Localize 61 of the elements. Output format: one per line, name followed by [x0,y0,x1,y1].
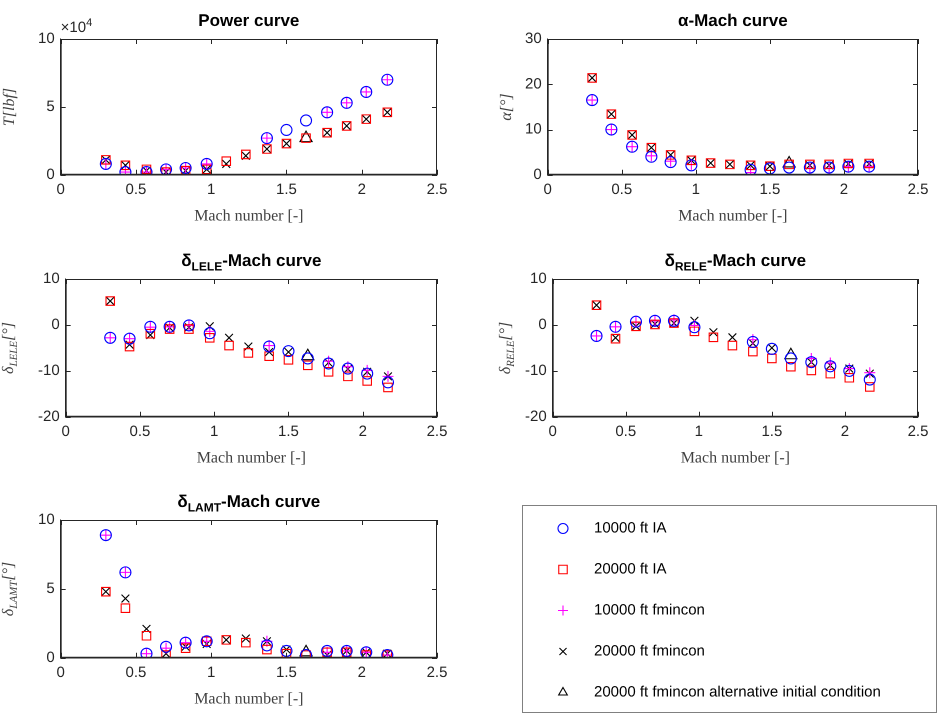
x-tick-label: 1.5 [276,180,297,198]
y-tick-label: 0 [51,316,60,334]
x-tick-label: 1.5 [278,422,299,440]
x-axis-title: Mach number [-] [678,208,788,225]
x-tick-label: 2.5 [426,180,448,198]
y-tick-label: 10 [42,270,60,288]
y-tick-label: 20 [524,75,542,92]
chart-title: α-Mach curve [678,11,788,31]
y-tick-label: 0 [533,166,542,183]
x-axis-title: Mach number [-] [196,450,306,467]
y-tick-label: -20 [524,408,547,425]
x-tick-label: 0.5 [611,180,632,198]
legend-label: 10000 ft IA [594,520,667,537]
y-tick-label: -10 [524,362,547,380]
y-tick-label: 10 [524,120,542,138]
x-tick-label: 1 [694,422,703,440]
chart-title: δ$_{LAMT}$-Mach curve [177,492,320,514]
x-tick-label: 2 [840,180,848,198]
y-tick-label: 5 [46,580,55,598]
y-tick-label: -10 [38,362,60,380]
x-tick-label: 2.5 [426,664,448,681]
y-tick-label: -20 [38,408,60,425]
x-tick-label: 1.5 [276,664,297,681]
x-tick-label: 2.5 [908,180,928,198]
chart-title: δ$_{RELE}$-Mach curve [664,251,806,274]
x-tick-label: 2 [358,664,366,681]
x-tick-label: 1 [692,180,700,198]
x-tick-label: 1 [207,664,216,681]
y-tick-label: 30 [524,30,542,48]
y-tick-label: 0 [46,166,55,183]
y-tick-label: 10 [530,270,547,288]
chart-title: δ$_{LELE}$-Mach curve [181,251,322,274]
y-tick-label: 10 [38,30,55,48]
x-tick-label: 1.5 [759,180,780,198]
legend-label: 20000 ft IA [594,560,667,578]
chart-title: Power curve [198,11,300,31]
y-axis-title: α[°] [498,93,516,121]
legend-label: 20000 ft fmincon alternative initial condition [594,684,881,701]
legend-label: 20000 ft fmincon [594,642,705,660]
x-tick-label: 0.5 [126,664,146,681]
x-tick-label: 1 [207,180,216,198]
x-tick-label: 0.5 [130,422,150,440]
x-tick-label: 1.5 [761,422,782,440]
x-axis-title: Mach number [-] [194,208,304,225]
x-tick-label: 2.5 [908,422,928,440]
x-tick-label: 2 [840,422,850,440]
y-tick-label: 0 [538,316,547,334]
y-tick-label: 0 [46,648,55,666]
x-tick-label: 2 [358,180,366,198]
x-tick-label: 2.5 [426,422,448,440]
legend-label: 10000 ft fmincon [594,602,705,619]
y-tick-label: 5 [46,98,55,116]
x-tick-label: 1 [210,422,218,440]
x-tick-label: 0.5 [126,180,146,198]
y-axis-title: T[lbf] [1,88,19,126]
x-tick-label: 2 [358,422,367,440]
text: ×10$^{4}$ [60,17,92,36]
y-tick-label: 10 [38,511,55,528]
x-axis-title: Mach number [-] [680,450,790,467]
x-tick-label: 0.5 [615,422,636,440]
x-axis-title: Mach number [-] [194,690,304,708]
